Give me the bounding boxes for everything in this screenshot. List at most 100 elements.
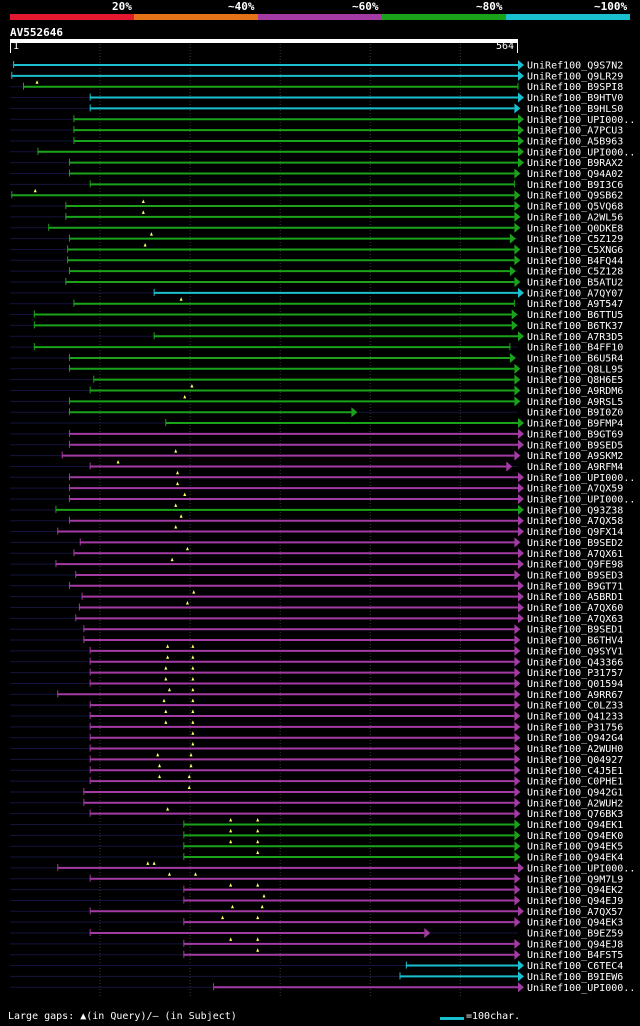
hit-row[interactable]: UniRef100_A7QY07 xyxy=(10,287,623,300)
hit-accession[interactable]: UniRef100_A7PCU3 xyxy=(527,126,623,137)
hit-row[interactable]: UniRef100_B9I0Z0 xyxy=(10,407,623,419)
hit-accession[interactable]: UniRef100_Q94EK3 xyxy=(527,918,623,929)
hit-row[interactable]: UniRef100_C5XNG6 xyxy=(10,242,623,256)
hit-accession[interactable]: UniRef100_Q9FX14 xyxy=(527,527,623,538)
hit-accession[interactable]: UniRef100_P31757 xyxy=(527,668,623,679)
hit-row[interactable]: UniRef100_A7R3D5 xyxy=(10,331,623,343)
hit-row[interactable]: UniRef100_P31756 xyxy=(10,720,623,733)
hit-accession[interactable]: UniRef100_Q94EK2 xyxy=(527,885,623,896)
hit-accession[interactable]: UniRef100_UPI000.. xyxy=(527,473,635,484)
hit-accession[interactable]: UniRef100_Q76BK3 xyxy=(527,809,623,820)
hit-row[interactable]: UniRef100_Q0DKE8 xyxy=(10,222,623,235)
hit-accession[interactable]: UniRef100_B4FQ44 xyxy=(527,256,623,267)
hit-accession[interactable]: UniRef100_Q94EK0 xyxy=(527,831,623,842)
hit-row[interactable]: UniRef100_A7PCU3 xyxy=(10,125,623,137)
hit-accession[interactable]: UniRef100_Q01594 xyxy=(527,679,623,690)
hit-row[interactable]: UniRef100_A9RR67 xyxy=(10,687,623,701)
hit-accession[interactable]: UniRef100_UPI000.. xyxy=(527,863,635,874)
hit-accession[interactable]: UniRef100_C0PHE1 xyxy=(527,777,623,788)
hit-row[interactable]: UniRef100_B9SPI8 xyxy=(10,80,623,93)
hit-row[interactable]: UniRef100_C0LZ33 xyxy=(10,698,623,712)
hit-accession[interactable]: UniRef100_Q94EK4 xyxy=(527,853,623,864)
hit-accession[interactable]: UniRef100_Q942G1 xyxy=(527,787,623,798)
hit-accession[interactable]: UniRef100_B9HLS0 xyxy=(527,104,623,115)
hit-accession[interactable]: UniRef100_B4FST5 xyxy=(527,950,623,961)
hit-row[interactable]: UniRef100_B6U5R4 xyxy=(10,352,623,365)
hit-row[interactable]: UniRef100_B9FMP4 xyxy=(10,418,623,430)
hit-row[interactable]: UniRef100_Q94A02 xyxy=(10,168,623,181)
hit-row[interactable]: UniRef100_A7QX57 xyxy=(10,904,623,918)
hit-row[interactable]: UniRef100_A2WL56 xyxy=(10,210,623,223)
hit-row[interactable]: UniRef100_A5B963 xyxy=(10,135,623,148)
hit-row[interactable]: UniRef100_Q76BK3 xyxy=(10,807,623,820)
hit-row[interactable]: UniRef100_UPI000.. xyxy=(10,114,635,126)
hit-accession[interactable]: UniRef100_B9I0Z0 xyxy=(527,408,623,419)
hit-accession[interactable]: UniRef100_B4FF10 xyxy=(527,343,623,354)
hit-row[interactable]: UniRef100_B9GT71 xyxy=(10,580,623,593)
hit-row[interactable]: UniRef100_C5Z128 xyxy=(10,266,623,278)
hit-row[interactable]: UniRef100_Q43366 xyxy=(10,655,623,668)
hit-row[interactable]: UniRef100_Q94EK5 xyxy=(10,839,623,853)
hit-accession[interactable]: UniRef100_A9RR67 xyxy=(527,690,623,701)
hit-accession[interactable]: UniRef100_A2WL56 xyxy=(527,212,623,223)
hit-row[interactable]: UniRef100_A9SKM2 xyxy=(10,449,623,462)
hit-row[interactable]: UniRef100_Q94EK1 xyxy=(10,818,623,831)
hit-row[interactable]: UniRef100_Q5VQ68 xyxy=(10,199,623,213)
hit-accession[interactable]: UniRef100_B6THV4 xyxy=(527,636,623,647)
hit-row[interactable]: UniRef100_Q8H6E5 xyxy=(10,374,623,387)
hit-row[interactable]: UniRef100_UPI000.. xyxy=(10,982,635,994)
hit-accession[interactable]: UniRef100_A7QX58 xyxy=(527,516,623,527)
hit-accession[interactable]: UniRef100_Q94EJ8 xyxy=(527,939,623,950)
hit-row[interactable]: UniRef100_Q94EJ8 xyxy=(10,937,623,950)
hit-row[interactable]: UniRef100_A2WUH2 xyxy=(10,797,623,810)
hit-accession[interactable]: UniRef100_Q9LR29 xyxy=(527,71,623,82)
hit-row[interactable]: UniRef100_Q942G1 xyxy=(10,785,623,798)
hit-row[interactable]: UniRef100_Q9FE98 xyxy=(10,557,623,571)
query-id[interactable]: AV552646 xyxy=(10,26,63,39)
hit-row[interactable]: UniRef100_B6TTU5 xyxy=(10,309,623,322)
hit-row[interactable]: UniRef100_B9HTV0 xyxy=(10,92,623,105)
hit-accession[interactable]: UniRef100_Q9SB62 xyxy=(527,191,623,202)
hit-row[interactable]: UniRef100_P31757 xyxy=(10,666,623,679)
hit-accession[interactable]: UniRef100_A9RFM4 xyxy=(527,462,623,473)
hit-row[interactable]: UniRef100_A9T547 xyxy=(10,297,623,310)
hit-accession[interactable]: UniRef100_Q5VQ68 xyxy=(527,202,623,213)
hit-accession[interactable]: UniRef100_A7R3D5 xyxy=(527,332,623,343)
hit-row[interactable]: UniRef100_B9GT69 xyxy=(10,428,623,441)
hit-accession[interactable]: UniRef100_B6TTU5 xyxy=(527,310,623,321)
hit-accession[interactable]: UniRef100_UPI000.. xyxy=(527,983,635,994)
hit-row[interactable]: UniRef100_A7QX63 xyxy=(10,613,623,625)
hit-row[interactable]: UniRef100_Q942G4 xyxy=(10,731,623,744)
hit-row[interactable]: UniRef100_B6THV4 xyxy=(10,635,623,647)
hit-row[interactable]: UniRef100_B6TK37 xyxy=(10,320,623,332)
hit-accession[interactable]: UniRef100_Q8H6E5 xyxy=(527,375,623,386)
hit-row[interactable]: UniRef100_UPI000.. xyxy=(10,492,635,506)
hit-accession[interactable]: UniRef100_Q43366 xyxy=(527,657,623,668)
hit-row[interactable]: UniRef100_C4J5E1 xyxy=(10,763,623,777)
hit-row[interactable]: UniRef100_B9SED3 xyxy=(10,569,623,582)
hit-row[interactable]: UniRef100_Q94EK0 xyxy=(10,828,623,842)
hit-row[interactable]: UniRef100_A7QX61 xyxy=(10,546,623,560)
hit-row[interactable]: UniRef100_Q9LR29 xyxy=(10,70,623,83)
hit-accession[interactable]: UniRef100_UPI000.. xyxy=(527,147,635,158)
hit-row[interactable]: UniRef100_Q94EJ9 xyxy=(10,893,623,907)
hit-accession[interactable]: UniRef100_A9RSL5 xyxy=(527,397,623,408)
hit-accession[interactable]: UniRef100_B9EZ59 xyxy=(527,929,623,940)
hit-accession[interactable]: UniRef100_UPI000.. xyxy=(527,495,635,506)
hit-row[interactable]: UniRef100_Q9FX14 xyxy=(10,525,623,538)
hit-row[interactable]: UniRef100_B4FST5 xyxy=(10,948,623,961)
hit-accession[interactable]: UniRef100_B9RAX2 xyxy=(527,158,623,169)
hit-accession[interactable]: UniRef100_A7QX63 xyxy=(527,614,623,625)
hit-accession[interactable]: UniRef100_Q0DKE8 xyxy=(527,223,623,234)
hit-row[interactable]: UniRef100_B9HLS0 xyxy=(10,103,623,115)
hit-accession[interactable]: UniRef100_B9SPI8 xyxy=(527,82,623,93)
hit-accession[interactable]: UniRef100_B5ATU2 xyxy=(527,278,623,289)
hit-accession[interactable]: UniRef100_B6TK37 xyxy=(527,321,623,332)
hit-accession[interactable]: UniRef100_Q9SYV1 xyxy=(527,646,623,657)
hit-accession[interactable]: UniRef100_B9FMP4 xyxy=(527,419,623,430)
hit-accession[interactable]: UniRef100_B9SED5 xyxy=(527,440,623,451)
hit-accession[interactable]: UniRef100_A9RDM6 xyxy=(527,386,623,397)
hit-accession[interactable]: UniRef100_Q93Z38 xyxy=(527,505,623,516)
hit-accession[interactable]: UniRef100_A7QX59 xyxy=(527,484,623,495)
hit-row[interactable]: UniRef100_A7QX59 xyxy=(10,481,623,495)
